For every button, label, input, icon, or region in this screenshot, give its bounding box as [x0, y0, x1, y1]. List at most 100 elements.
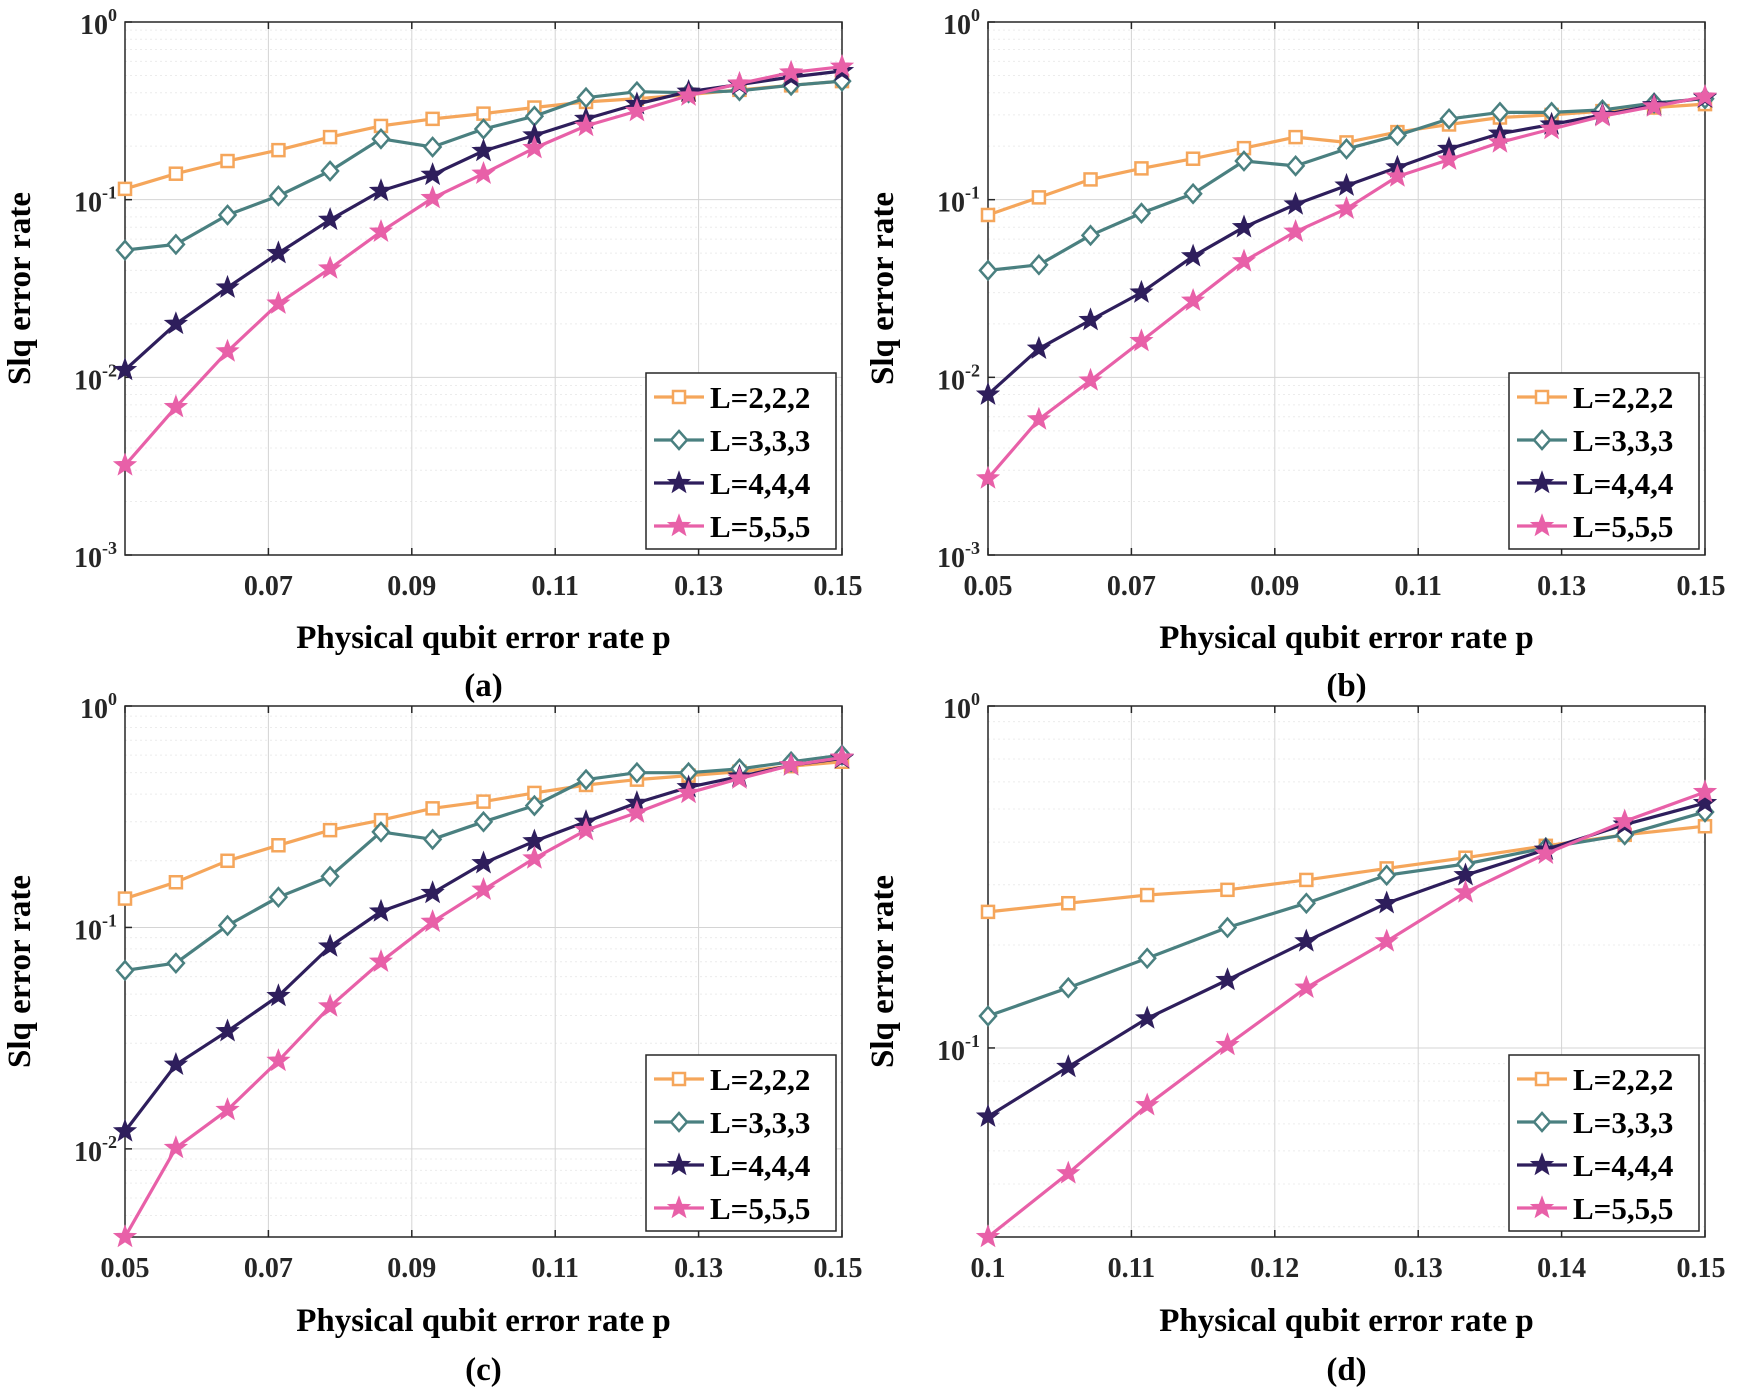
legend-swatch-marker: [1532, 429, 1552, 451]
data-point: [727, 70, 752, 94]
data-point: [1288, 129, 1303, 145]
data-point: [1612, 808, 1637, 832]
data-point: [268, 886, 289, 909]
data-point: [1436, 146, 1462, 170]
data-point: [1029, 253, 1049, 276]
data-point: [317, 207, 343, 231]
data-point: [473, 810, 494, 833]
data-point: [829, 53, 855, 77]
x-tick-label: 0.13: [674, 1253, 723, 1284]
data-point: [166, 952, 186, 975]
data-point: [371, 821, 391, 843]
chart-panel-c: 0.05 0.07 0.09 0.11 0.13 0.15 10-2 10-1 100 Physi…: [2, 689, 863, 1388]
data-point: [420, 909, 445, 933]
data-point: [522, 135, 547, 159]
y-tick-label: 10-1: [74, 910, 117, 946]
data-point: [1692, 790, 1718, 814]
legend: L=2,2,2 L=3,3,3 L=4,4,4 L=5,5,5: [645, 1054, 837, 1232]
data-point: [168, 166, 184, 181]
panel-caption: (d): [1326, 1352, 1366, 1388]
series-L333: [978, 87, 1715, 282]
data-point: [1231, 248, 1257, 272]
legend-label: L=5,5,5: [1573, 509, 1673, 544]
x-axis-label: Physical qubit error rate p: [296, 1303, 671, 1339]
panel-caption: (c): [465, 1352, 502, 1388]
legend-label: L=4,4,4: [710, 1148, 810, 1183]
x-tick-label: 0.09: [387, 571, 436, 602]
data-point: [112, 357, 138, 381]
data-point: [112, 1118, 138, 1142]
y-tick-label: 100: [943, 5, 980, 41]
data-point: [1533, 840, 1558, 865]
data-point: [422, 828, 443, 851]
x-tick-label: 0.13: [674, 571, 723, 602]
data-point: [168, 874, 184, 890]
data-point: [115, 239, 135, 262]
series-line: [987, 810, 1706, 1018]
legend-swatch-marker: [1529, 1152, 1555, 1176]
x-tick-label: 0.12: [1250, 1253, 1299, 1284]
y-tick-label: 10-1: [937, 183, 980, 219]
data-point: [112, 452, 138, 476]
data-point: [117, 181, 133, 197]
data-point: [322, 129, 338, 145]
y-tick-label: 10-3: [937, 538, 980, 574]
data-point: [1058, 976, 1078, 999]
legend-label: L=5,5,5: [710, 1191, 810, 1226]
data-point: [215, 338, 240, 362]
data-point: [215, 1018, 240, 1042]
data-point: [1590, 103, 1615, 127]
data-point: [1283, 218, 1308, 242]
data-point: [1374, 928, 1399, 952]
data-point: [322, 822, 338, 838]
data-point: [980, 904, 996, 920]
x-tick-label: 0.13: [1537, 571, 1586, 602]
data-point: [1487, 129, 1513, 153]
data-point: [1334, 172, 1359, 196]
data-point: [1180, 243, 1206, 267]
y-tick-label: 10-1: [74, 183, 117, 219]
x-tick-label: 0.11: [1394, 571, 1441, 602]
data-point: [676, 780, 701, 804]
data-point: [1231, 214, 1257, 238]
legend-label: L=3,3,3: [1573, 423, 1673, 458]
data-point: [829, 744, 855, 768]
y-tick-label: 10-2: [74, 1132, 117, 1168]
data-point: [1294, 974, 1319, 999]
legend-swatch-marker: [1529, 470, 1555, 494]
x-tick-label: 0.11: [531, 571, 578, 602]
legend-swatch-marker: [1529, 1195, 1555, 1219]
x-tick-label: 0.05: [101, 1253, 150, 1284]
x-tick-label: 0.09: [1250, 571, 1299, 602]
data-point: [1299, 872, 1314, 888]
x-axis-label: Physical qubit error rate p: [1159, 1303, 1534, 1339]
legend-label: L=4,4,4: [1573, 1148, 1673, 1183]
data-point: [1217, 916, 1238, 939]
data-point: [420, 880, 445, 904]
data-point: [271, 838, 286, 853]
data-point: [1078, 367, 1103, 391]
legend-label: L=3,3,3: [710, 1105, 810, 1140]
legend-label: L=2,2,2: [1573, 380, 1673, 415]
data-point: [163, 1051, 189, 1075]
data-point: [215, 274, 240, 298]
data-point: [1056, 1160, 1081, 1184]
x-tick-label: 0.13: [1394, 1253, 1443, 1284]
data-point: [1336, 138, 1357, 160]
x-tick-label: 0.15: [1677, 571, 1726, 602]
data-point: [576, 768, 596, 791]
data-point: [420, 185, 445, 209]
data-point: [220, 853, 235, 869]
legend-label: L=3,3,3: [1573, 1105, 1673, 1140]
data-point: [1078, 307, 1103, 331]
data-point: [1641, 93, 1667, 117]
data-point: [1026, 406, 1052, 430]
data-point: [115, 959, 135, 982]
legend-label: L=2,2,2: [710, 380, 810, 415]
x-tick-label: 0.15: [1677, 1253, 1726, 1284]
plot-frame: [124, 21, 843, 556]
data-point: [266, 1048, 291, 1072]
data-point: [573, 113, 599, 137]
data-point: [368, 218, 394, 243]
legend-swatch-marker: [666, 1195, 692, 1219]
